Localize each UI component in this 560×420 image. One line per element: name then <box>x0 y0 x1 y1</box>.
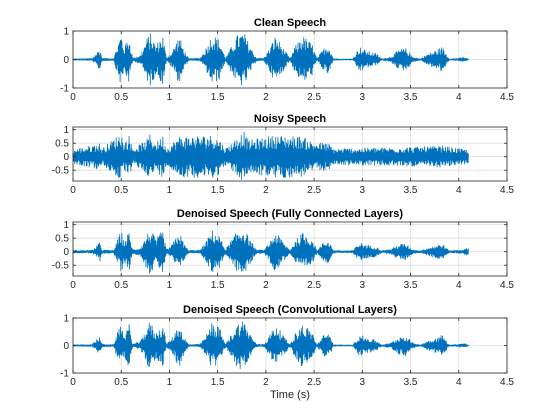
x-tick-label: 4 <box>456 377 462 388</box>
ticks: 0 0.5 1 1.5 2 2.5 3 3.5 4 4.510.50-0.5 <box>52 220 515 291</box>
y-tick-label: 0 <box>63 55 69 66</box>
x-tick-label: 2 <box>263 92 269 103</box>
x-tick-label: 3 <box>360 185 366 196</box>
x-tick-label: 1.5 <box>211 280 225 291</box>
x-tick-label: 0 <box>70 185 76 196</box>
x-tick-label: 0.5 <box>114 377 128 388</box>
y-tick-label: 0 <box>63 152 69 163</box>
x-tick-label: 3 <box>360 377 366 388</box>
subplot-title: Noisy Speech <box>254 113 326 125</box>
x-axis-label: Time (s) <box>270 389 310 401</box>
x-tick-label: 1.5 <box>211 92 225 103</box>
x-tick-label: 4 <box>456 280 462 291</box>
waveform-series <box>72 321 469 370</box>
x-tick-label: 2.5 <box>307 280 321 291</box>
x-tick-label: 0.5 <box>114 92 128 103</box>
x-tick-label: 0 <box>70 92 76 103</box>
ticks: 0 0.5 1 1.5 2 2.5 3 3.5 4 4.510.50-0.5 <box>52 125 515 196</box>
y-tick-label: -1 <box>60 369 69 380</box>
axes-box <box>72 126 508 182</box>
x-tick-label: 1 <box>167 92 173 103</box>
ticks: 0 0.5 1 1.5 2 2.5 3 3.5 4 4.5-101 <box>60 314 514 389</box>
x-tick-label: 2.5 <box>307 92 321 103</box>
y-tick-label: 0.5 <box>55 139 69 150</box>
x-tick-label: 3 <box>360 280 366 291</box>
x-tick-label: 4.5 <box>500 280 514 291</box>
waveform-series <box>72 33 469 86</box>
y-tick-label: 0 <box>63 247 69 258</box>
x-tick-label: 2.5 <box>307 377 321 388</box>
x-tick-label: 1.5 <box>211 377 225 388</box>
x-tick-label: 4 <box>456 185 462 196</box>
x-tick-label: 0 <box>70 377 76 388</box>
x-tick-label: 2 <box>263 280 269 291</box>
x-tick-label: 4.5 <box>500 92 514 103</box>
subplot-title: Denoised Speech (Fully Connected Layers) <box>177 208 404 220</box>
x-tick-label: 4.5 <box>500 185 514 196</box>
x-tick-label: 3.5 <box>404 185 418 196</box>
x-tick-label: 4.5 <box>500 377 514 388</box>
y-tick-label: 1 <box>63 220 69 231</box>
y-tick-label: 1 <box>63 125 69 136</box>
x-tick-label: 1.5 <box>211 185 225 196</box>
y-tick-label: -0.5 <box>52 261 70 272</box>
y-tick-label: 1 <box>63 27 69 38</box>
subplot-title: Clean Speech <box>254 17 326 29</box>
subplot-title: Denoised Speech (Convolutional Layers) <box>183 304 397 316</box>
axes-box <box>72 221 508 277</box>
x-tick-label: 3.5 <box>404 92 418 103</box>
x-tick-label: 4 <box>456 92 462 103</box>
x-tick-label: 3.5 <box>404 377 418 388</box>
x-tick-label: 1 <box>167 185 173 196</box>
y-tick-label: -1 <box>60 84 69 95</box>
x-tick-label: 0.5 <box>114 185 128 196</box>
y-tick-label: 1 <box>63 314 69 325</box>
waveform-series <box>72 230 469 274</box>
x-tick-label: 3.5 <box>404 280 418 291</box>
y-tick-label: 0 <box>63 341 69 352</box>
waveform-series <box>72 131 469 180</box>
y-tick-label: 0.5 <box>55 234 69 245</box>
x-tick-label: 2 <box>263 377 269 388</box>
x-tick-label: 3 <box>360 92 366 103</box>
x-tick-label: 0.5 <box>114 280 128 291</box>
y-tick-label: -0.5 <box>52 166 70 177</box>
x-tick-label: 2.5 <box>307 185 321 196</box>
x-tick-label: 1 <box>167 377 173 388</box>
x-tick-label: 0 <box>70 280 76 291</box>
x-tick-label: 2 <box>263 185 269 196</box>
x-tick-label: 1 <box>167 280 173 291</box>
ticks: 0 0.5 1 1.5 2 2.5 3 3.5 4 4.5-101 <box>60 27 514 104</box>
